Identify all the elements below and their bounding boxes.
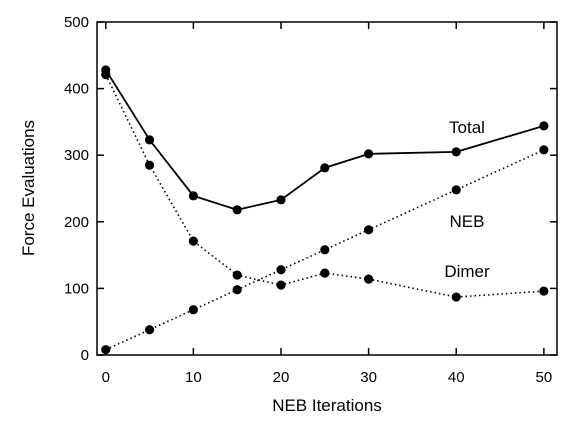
x-tick-label: 30 — [360, 369, 377, 386]
data-point-total — [451, 147, 461, 157]
data-point-neb — [451, 185, 461, 195]
data-point-dimer — [144, 160, 155, 170]
y-tick-label: 300 — [64, 147, 89, 164]
data-point-total — [232, 205, 242, 215]
data-point-dimer — [364, 274, 374, 284]
x-axis-label: NEB Iterations — [272, 396, 382, 415]
x-tick-label: 20 — [273, 369, 290, 386]
data-point-neb — [232, 285, 242, 295]
data-point-total — [364, 149, 374, 159]
data-point-neb — [320, 245, 330, 255]
series-label-neb: NEB — [450, 212, 485, 231]
data-point-neb — [364, 225, 374, 235]
data-point-total — [188, 191, 198, 201]
data-point-dimer — [320, 268, 330, 278]
y-tick-label: 0 — [81, 347, 89, 364]
data-point-dimer — [276, 280, 286, 290]
y-tick-label: 400 — [64, 81, 89, 98]
series-layer — [101, 65, 549, 355]
data-point-dimer — [539, 286, 549, 296]
y-tick-label: 200 — [64, 214, 89, 231]
data-point-total — [144, 135, 155, 145]
data-point-total — [539, 121, 549, 131]
data-point-neb — [539, 145, 549, 155]
data-point-dimer — [451, 292, 461, 302]
data-point-total — [320, 163, 330, 173]
data-point-neb — [101, 345, 111, 355]
data-point-total — [276, 195, 286, 205]
series-line-neb — [105, 149, 545, 351]
series-labels: Total NEB Dimer — [444, 118, 490, 281]
x-tick-label: 50 — [536, 369, 553, 386]
y-tick-label: 500 — [64, 14, 89, 31]
plot-frame — [96, 21, 558, 356]
data-point-dimer — [232, 270, 242, 280]
data-point-neb — [188, 305, 198, 315]
x-tick-label: 0 — [102, 369, 110, 386]
y-tick-label: 100 — [64, 280, 89, 297]
data-point-dimer — [188, 236, 198, 246]
x-tick-label: 40 — [448, 369, 465, 386]
data-point-neb — [144, 325, 155, 335]
x-tick-label: 10 — [185, 369, 202, 386]
data-point-dimer — [101, 70, 111, 80]
series-label-dimer: Dimer — [444, 262, 490, 281]
data-point-neb — [276, 265, 286, 275]
series-line-total — [104, 69, 545, 211]
series-label-total: Total — [449, 118, 485, 137]
y-axis-label: Force Evaluations — [19, 120, 38, 256]
